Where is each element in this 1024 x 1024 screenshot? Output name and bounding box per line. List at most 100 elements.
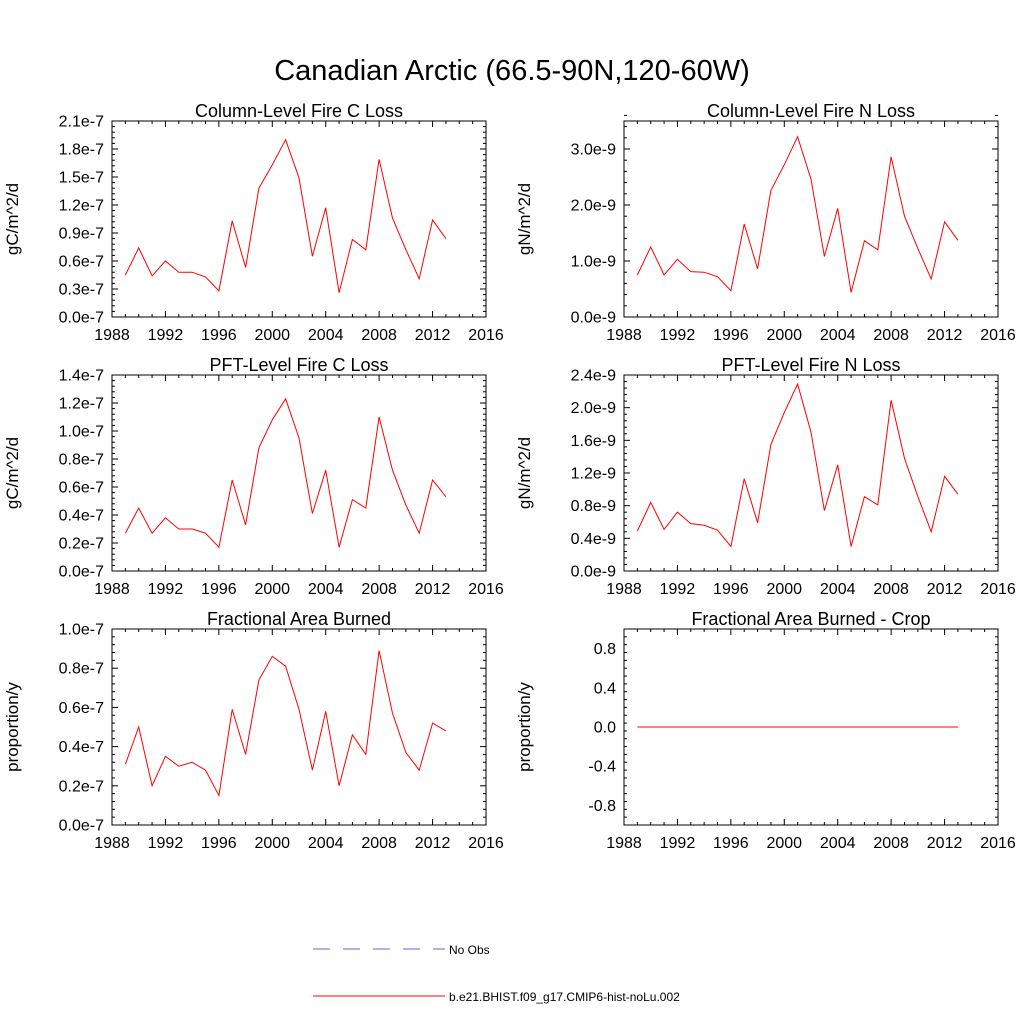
plot-frame	[111, 374, 487, 572]
x-tick-label: 2016	[468, 581, 504, 598]
y-tick-label: 1.2e-9	[571, 466, 616, 483]
y-tick-label: 1.6e-9	[571, 433, 616, 450]
x-tick-label: 1992	[148, 327, 184, 344]
y-axis-label: gN/m^2/d	[515, 437, 534, 509]
x-tick-label: 2012	[415, 581, 451, 598]
panel-column-level-fire-c-loss: Column-Level Fire C Loss 1988 1992 1996 2000…	[3, 101, 504, 344]
x-tick-label: 1992	[148, 581, 184, 598]
panel-fractional-area-burned: Fractional Area Burned 1988 1992 1996 2000 20…	[3, 609, 504, 852]
y-tick-label: 0.0e-9	[571, 310, 616, 327]
x-tick-label: 2004	[820, 835, 856, 852]
y-tick-label: 3.0e-9	[571, 142, 616, 159]
panel-title: Column-Level Fire N Loss	[707, 101, 915, 121]
x-tick-label: 1996	[201, 327, 237, 344]
x-tick-label: 2008	[361, 327, 397, 344]
x-tick-label: 2000	[254, 581, 290, 598]
x-tick-label: 1988	[94, 327, 130, 344]
x-tick-label: 1988	[606, 581, 642, 598]
x-tick-label: 2000	[254, 835, 290, 852]
y-axis-label: gC/m^2/d	[3, 437, 22, 509]
panel-title: Column-Level Fire C Loss	[195, 101, 403, 121]
y-tick-label: 2.0e-9	[571, 198, 616, 215]
y-tick-label: 0.2e-7	[59, 536, 104, 553]
x-tick-label: 2004	[820, 327, 856, 344]
y-tick-label: 1.2e-7	[59, 198, 104, 215]
panel-title: PFT-Level Fire N Loss	[721, 355, 900, 375]
y-tick-label: 0.0e-7	[59, 310, 104, 327]
panel-title: Fractional Area Burned	[207, 609, 391, 629]
x-tick-label: 2008	[873, 327, 909, 344]
x-tick-label: 2016	[980, 835, 1016, 852]
x-tick-label: 1996	[713, 581, 749, 598]
panel-title: Fractional Area Burned - Crop	[691, 609, 930, 629]
y-tick-label: 1.5e-7	[59, 170, 104, 187]
x-tick-label: 2008	[873, 581, 909, 598]
y-tick-label: 0.3e-7	[59, 282, 104, 299]
panel-column-level-fire-n-loss: Column-Level Fire N Loss 1988 1992 1996 2000…	[515, 101, 1016, 344]
x-tick-label: 2004	[308, 581, 344, 598]
x-tick-label: 2000	[766, 327, 802, 344]
x-tick-label: 2016	[468, 835, 504, 852]
x-tick-label: 2008	[361, 581, 397, 598]
x-tick-label: 1988	[94, 835, 130, 852]
x-tick-label: 2012	[415, 327, 451, 344]
x-tick-label: 2000	[254, 327, 290, 344]
y-tick-label: -0.4	[588, 759, 616, 776]
legend-label-no-obs: No Obs	[449, 943, 490, 957]
plot-frame	[623, 120, 999, 318]
y-tick-label: 0.6e-7	[59, 700, 104, 717]
legend-label-model-run: b.e21.BHIST.f09_g17.CMIP6-hist-noLu.002	[449, 990, 680, 1004]
x-tick-label: 2012	[927, 581, 963, 598]
y-tick-label: 0.4e-7	[59, 508, 104, 525]
y-axis-label: proportion/y	[3, 682, 22, 772]
y-tick-label: -0.8	[588, 798, 616, 815]
y-tick-label: 0.6e-7	[59, 254, 104, 271]
x-tick-label: 1996	[713, 327, 749, 344]
y-axis-label: gC/m^2/d	[3, 183, 22, 255]
y-tick-label: 2.1e-7	[59, 114, 104, 131]
y-tick-label: 1.2e-7	[59, 396, 104, 413]
x-tick-label: 2008	[361, 835, 397, 852]
y-tick-label: 2.0e-9	[571, 400, 616, 417]
x-tick-label: 2004	[308, 327, 344, 344]
x-tick-label: 1996	[201, 581, 237, 598]
x-tick-label: 2000	[766, 581, 802, 598]
y-tick-label: 0.0	[594, 720, 616, 737]
x-tick-label: 2016	[468, 327, 504, 344]
x-tick-label: 2012	[927, 835, 963, 852]
y-tick-label: 1.0e-7	[59, 622, 104, 639]
x-tick-label: 1988	[606, 327, 642, 344]
panel-pft-level-fire-c-loss: PFT-Level Fire C Loss 1988 1992 1996 2000 200…	[3, 355, 504, 598]
series-line	[124, 650, 447, 798]
series-line	[636, 382, 959, 548]
figure-title: Canadian Arctic (66.5-90N,120-60W)	[274, 55, 750, 87]
panel-title: PFT-Level Fire C Loss	[209, 355, 388, 375]
y-axis-label: proportion/y	[515, 682, 534, 772]
y-tick-label: 1.8e-7	[59, 142, 104, 159]
x-tick-label: 1992	[660, 835, 696, 852]
x-tick-label: 2012	[927, 327, 963, 344]
legend: No Obs b.e21.BHIST.f09_g17.CMIP6-hist-no…	[313, 943, 680, 1004]
series-line	[636, 135, 959, 293]
y-tick-label: 0.0e-9	[571, 564, 616, 581]
x-tick-label: 2016	[980, 581, 1016, 598]
plot-frame	[111, 628, 487, 826]
y-tick-label: 0.2e-7	[59, 778, 104, 795]
y-tick-label: 0.8	[594, 641, 616, 658]
x-tick-label: 1992	[660, 581, 696, 598]
x-tick-label: 1996	[713, 835, 749, 852]
plot-frame	[111, 120, 487, 318]
x-tick-label: 2012	[415, 835, 451, 852]
x-tick-label: 2016	[980, 327, 1016, 344]
y-tick-label: 0.9e-7	[59, 226, 104, 243]
x-tick-label: 1996	[201, 835, 237, 852]
x-tick-label: 1988	[94, 581, 130, 598]
y-tick-label: 1.4e-7	[59, 368, 104, 385]
y-tick-label: 1.0e-7	[59, 424, 104, 441]
y-tick-label: 0.4e-7	[59, 739, 104, 756]
series-line	[124, 138, 447, 293]
y-tick-label: 0.0e-7	[59, 564, 104, 581]
y-tick-label: 0.4	[594, 680, 616, 697]
y-tick-label: 0.4e-9	[571, 531, 616, 548]
